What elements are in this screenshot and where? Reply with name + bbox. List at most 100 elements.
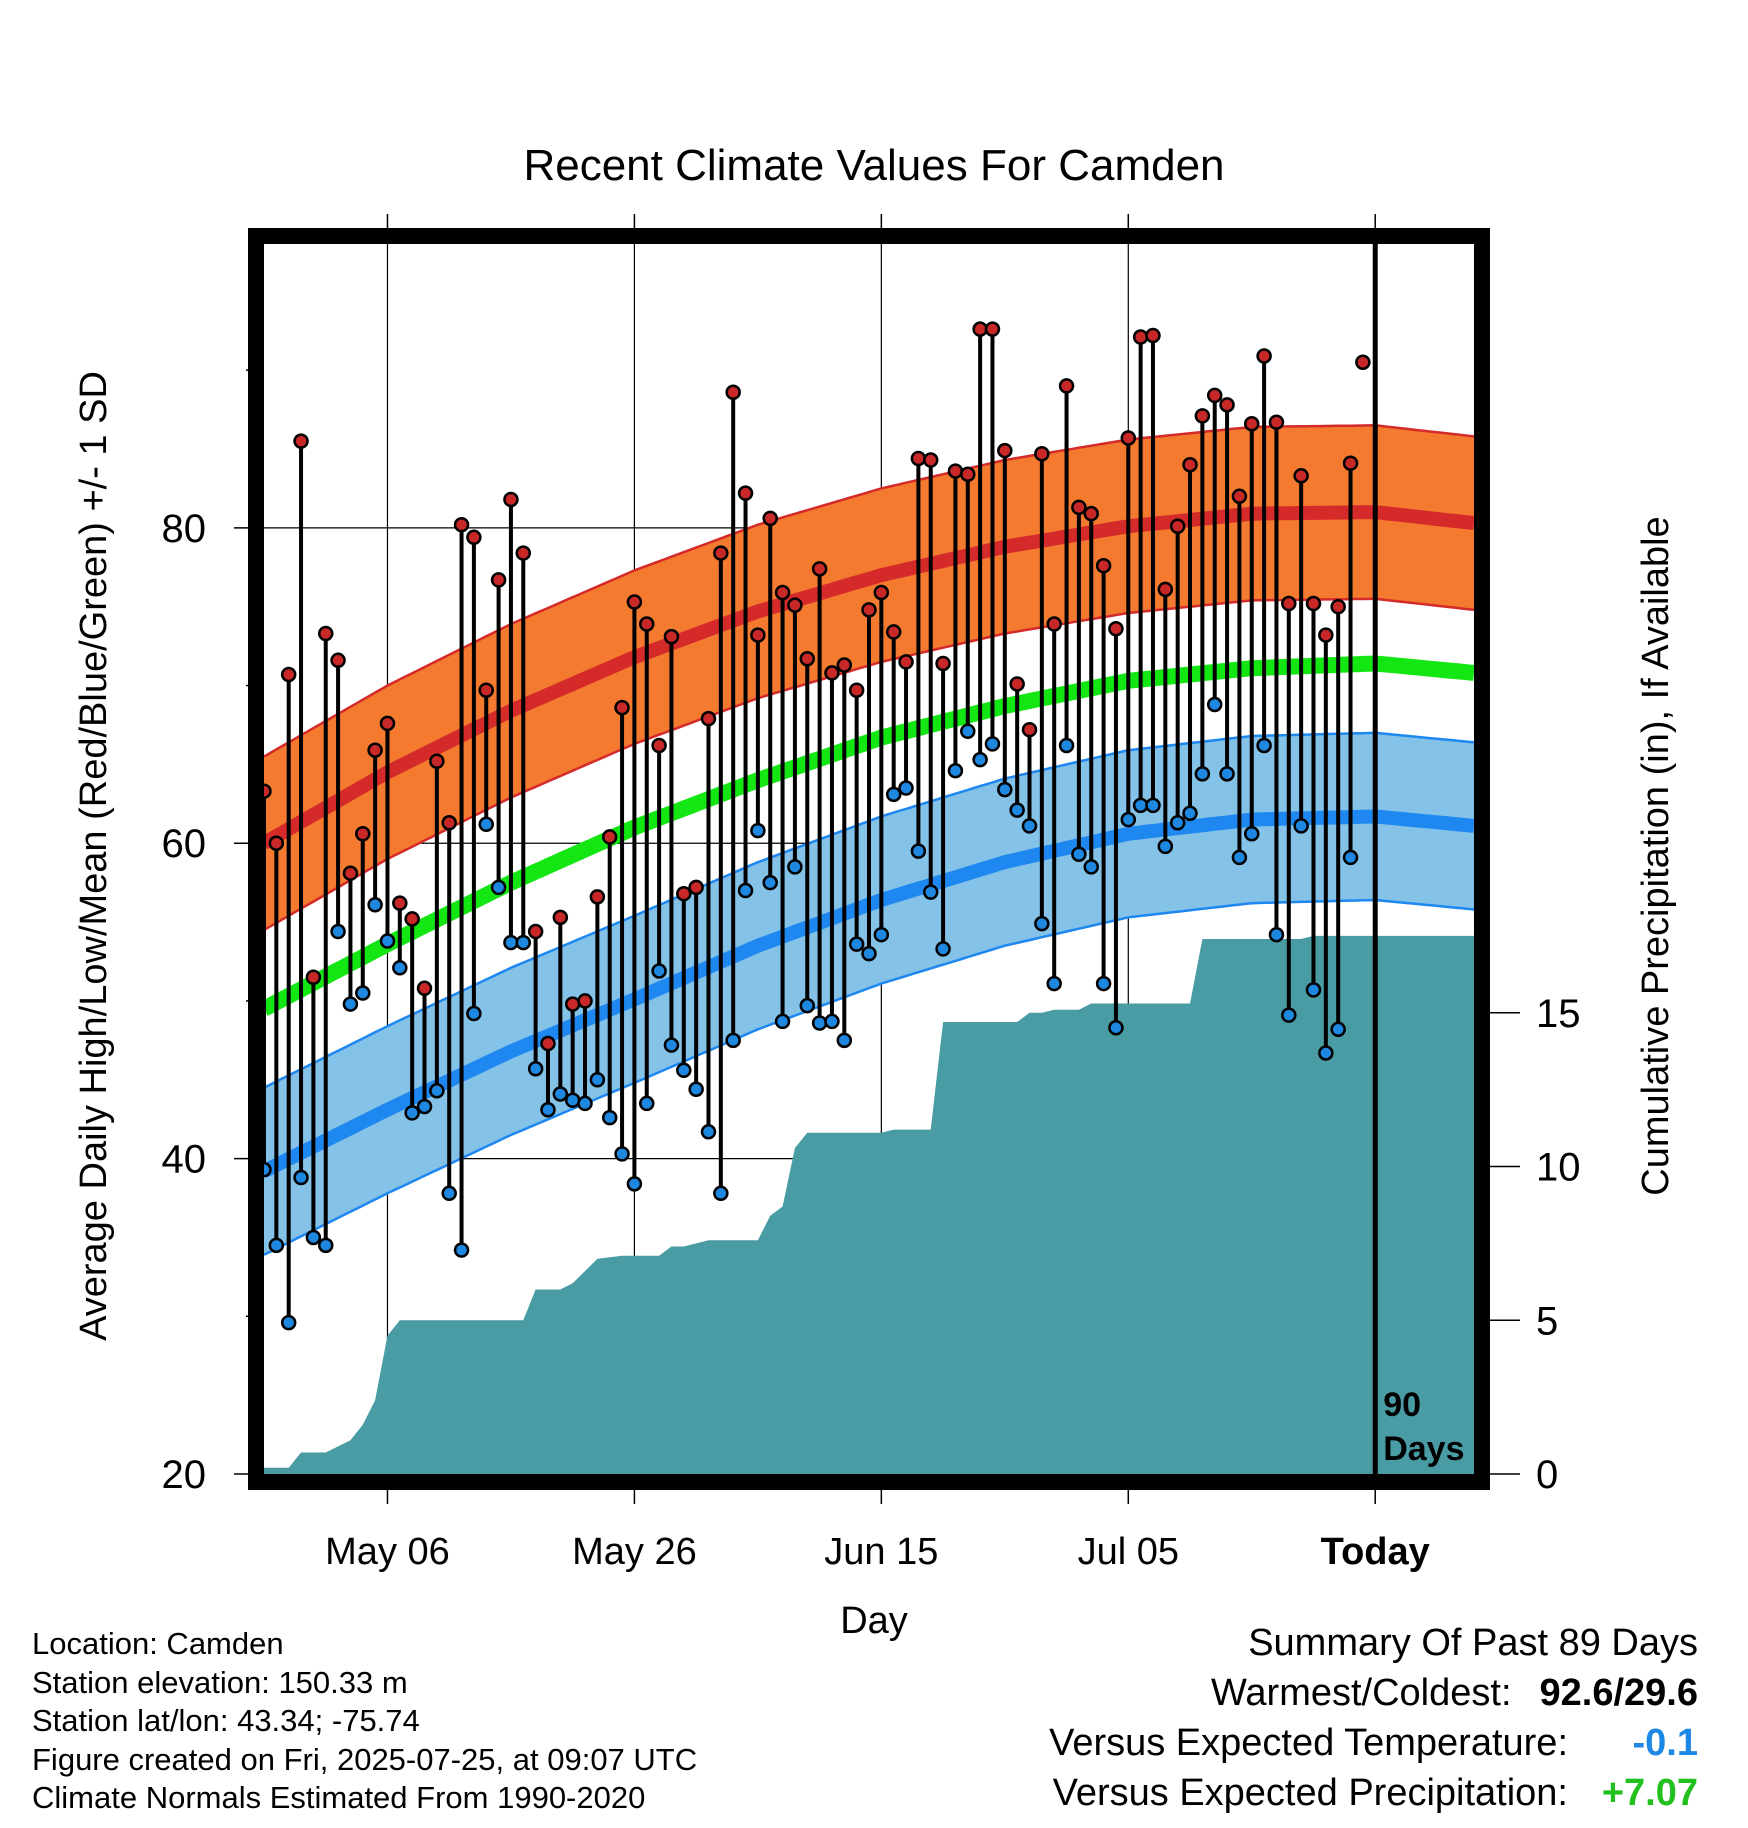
daily-low-point	[1034, 915, 1050, 932]
daily-low-point	[527, 1060, 544, 1077]
daily-high-point	[1206, 387, 1223, 404]
daily-high-point	[1046, 616, 1062, 632]
daily-high-point	[1169, 518, 1186, 535]
daily-high-point	[824, 665, 840, 681]
daily-high-point	[614, 699, 630, 716]
x-tick-label: Today	[1321, 1531, 1430, 1573]
daily-low-point	[799, 997, 816, 1014]
y-axis-label: Average Daily High/Low/Mean (Red/Blue/Gr…	[73, 371, 115, 1341]
daily-low-point	[700, 1124, 717, 1140]
daily-high-point	[601, 829, 618, 845]
daily-high-point	[1293, 468, 1309, 484]
created-text: Figure created on Fri, 2025-07-25, at 09…	[32, 1741, 698, 1777]
daily-low-point	[1108, 1019, 1124, 1036]
plot-content	[264, 321, 1474, 1474]
daily-low-point	[997, 781, 1013, 798]
daily-low-point	[1330, 1021, 1346, 1038]
station-info: Location: Camden Station elevation: 150.…	[32, 1625, 697, 1818]
daily-high-point	[688, 879, 704, 896]
daily-high-point	[1182, 457, 1198, 473]
daily-high-point	[1021, 721, 1038, 738]
daily-low-point	[293, 1169, 309, 1186]
daily-low-point	[564, 1092, 581, 1109]
daily-low-point	[1120, 811, 1137, 828]
daily-high-point	[1256, 348, 1272, 364]
daily-high-point	[1132, 329, 1149, 345]
daily-high-point	[836, 657, 853, 673]
daily-high-point	[910, 450, 927, 467]
daily-low-point	[379, 933, 396, 949]
x-tick-label: May 06	[325, 1531, 450, 1573]
daily-high-point	[1244, 416, 1260, 432]
daily-low-point	[824, 1013, 840, 1030]
daily-high-point	[762, 510, 778, 527]
daily-low-point	[453, 1242, 470, 1258]
daily-low-point	[264, 1161, 272, 1178]
low-sd-band-lower-edge	[264, 898, 1474, 1256]
daily-low-point	[1169, 814, 1186, 831]
daily-high-point	[379, 715, 396, 732]
daily-low-point	[861, 945, 877, 962]
plot-frame	[248, 228, 1490, 1490]
daily-high-point	[330, 652, 346, 669]
daily-low-point	[1132, 797, 1149, 814]
daily-low-point	[960, 723, 976, 740]
daily-low-point	[873, 926, 890, 943]
daily-low-point	[688, 1081, 704, 1097]
daily-low-point	[1281, 1007, 1297, 1023]
chart-title: Recent Climate Values For Camden	[523, 141, 1224, 190]
daily-low-point	[737, 882, 754, 899]
daily-high-point	[811, 561, 828, 577]
daily-high-point	[441, 814, 457, 831]
precip-area	[264, 935, 1474, 1474]
daily-low-point	[922, 884, 939, 900]
daily-low-point	[1071, 846, 1087, 863]
daily-low-point	[1157, 838, 1174, 855]
daily-high-point	[527, 923, 544, 940]
y-tick-label: 20	[162, 1453, 207, 1497]
daily-high-point	[1071, 499, 1087, 516]
daily-high-point	[1268, 414, 1285, 430]
daily-low-point	[1219, 766, 1235, 782]
precip-departure-row: Versus Expected Precipitation: +7.07	[1049, 1768, 1698, 1818]
latlon-text: Station lat/lon: 43.34; -75.74	[32, 1703, 420, 1738]
daily-high-point	[317, 625, 334, 642]
daily-low-point	[972, 751, 988, 768]
daily-high-point	[861, 602, 877, 618]
daily-low-point	[663, 1037, 680, 1053]
y2-axis-label: Cumulative Precipitation (in), If Availa…	[1635, 516, 1677, 1195]
daily-low-point	[614, 1146, 630, 1162]
daily-high-point	[1120, 430, 1137, 446]
daily-low-point	[651, 963, 667, 979]
daily-low-point	[725, 1032, 741, 1049]
daily-high-point	[676, 885, 692, 902]
daily-low-point	[552, 1086, 569, 1102]
daily-high-point	[1355, 354, 1371, 371]
daily-low-point	[490, 879, 507, 896]
daily-low-point	[268, 1237, 285, 1254]
daily-high-point	[1194, 408, 1211, 424]
daily-low-point	[1058, 737, 1075, 754]
today-days-word: Days	[1383, 1430, 1464, 1468]
daily-low-point	[836, 1032, 853, 1049]
daily-high-point	[478, 682, 494, 699]
daily-high-point	[639, 616, 655, 632]
daily-high-point	[264, 783, 272, 799]
daily-high-point	[700, 710, 717, 727]
daily-high-point	[392, 895, 408, 911]
daily-high-point	[490, 572, 507, 588]
daily-low-point	[429, 1083, 445, 1099]
warmest-coldest-label: Warmest/Coldest:	[1210, 1672, 1512, 1714]
daily-low-point	[639, 1095, 655, 1112]
y-tick-label: 40	[162, 1138, 207, 1182]
daily-high-point	[774, 584, 791, 601]
today-days-number: 90	[1383, 1386, 1421, 1424]
x-tick-label: May 26	[572, 1531, 697, 1573]
daily-high-point	[1009, 676, 1025, 692]
daily-high-point	[1095, 557, 1112, 574]
daily-low-point	[342, 996, 359, 1012]
daily-low-point	[503, 934, 519, 951]
daily-low-point	[1231, 849, 1248, 866]
daily-high-point	[1318, 627, 1334, 643]
